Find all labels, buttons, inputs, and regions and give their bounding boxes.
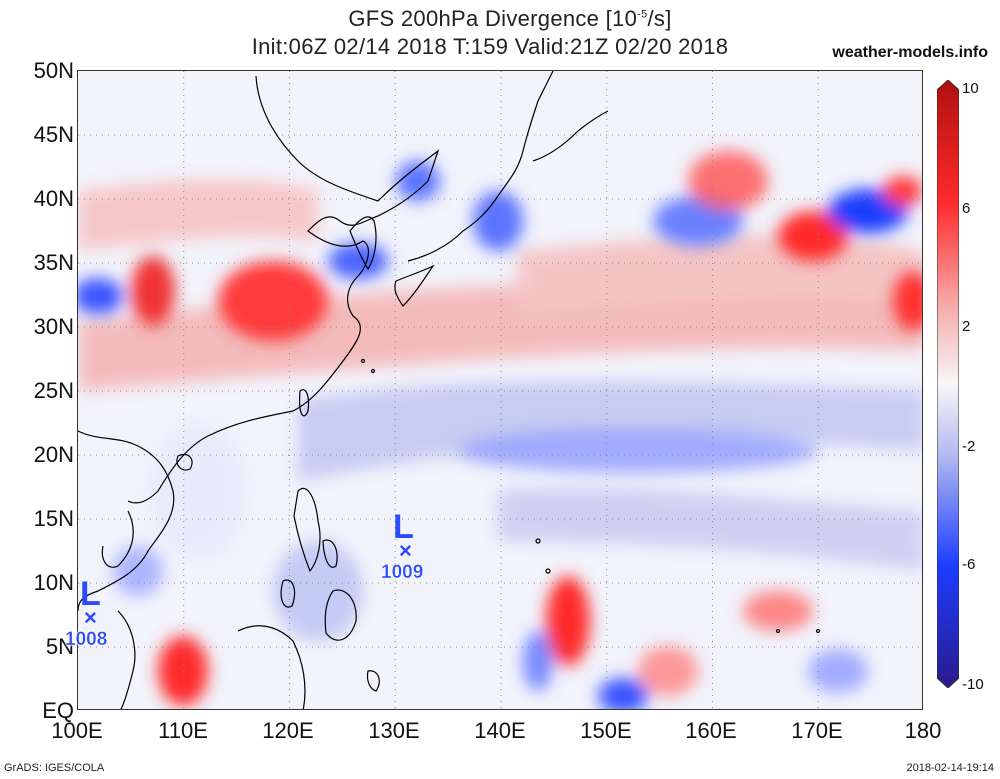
lon-label: 170E (791, 718, 843, 743)
lat-label: 30N (33, 314, 74, 339)
lon-label: 180 (904, 718, 942, 743)
colorbar-tick: -2 (962, 438, 976, 455)
lon-label: 160E (685, 718, 737, 743)
low-pressure-marker: × (399, 538, 412, 563)
coastlines (78, 71, 821, 709)
lat-label: 10N (33, 570, 74, 595)
lat-label: 35N (33, 250, 74, 275)
colorbar-tick: -10 (962, 676, 984, 693)
low-pressure-value: 1009 (381, 562, 424, 583)
lon-label: 130E (368, 718, 420, 743)
lat-label: 40N (33, 186, 74, 211)
low-pressure-letter: L (80, 575, 101, 613)
lon-label: 150E (580, 718, 632, 743)
colorbar-tick: 10 (962, 80, 979, 97)
colorbar-tick: -6 (962, 556, 976, 573)
chart-title: GFS 200hPa Divergence [10-5/s] (348, 6, 672, 31)
colorbar-tick: 2 (962, 318, 971, 335)
lat-label: 50N (33, 58, 74, 83)
low-pressure-marker: × (84, 605, 97, 630)
low-pressure-letter: L (393, 508, 414, 546)
divergence-field (78, 71, 922, 709)
lon-label: 100E (51, 718, 103, 743)
footer-credit: GrADS: IGES/COLA (4, 762, 105, 774)
low-pressure-value: 1008 (65, 629, 108, 650)
site-credit: weather-models.info (832, 44, 988, 61)
divergence-map (77, 70, 923, 710)
colorbar (937, 80, 959, 688)
lat-label: 5N (45, 634, 74, 659)
lon-label: 120E (262, 718, 314, 743)
lat-label: 45N (33, 122, 74, 147)
chart-subtitle: Init:06Z 02/14 2018 T:159 Valid:21Z 02/2… (251, 34, 729, 59)
lat-label: EQ (42, 698, 74, 723)
colorbar-tick: 6 (962, 200, 971, 217)
lat-label: 25N (33, 378, 74, 403)
lon-label: 140E (474, 718, 526, 743)
lat-label: 20N (33, 442, 74, 467)
lon-label: 110E (158, 718, 208, 743)
lat-label: 15N (33, 506, 74, 531)
footer-timestamp: 2018-02-14-19:14 (906, 762, 994, 774)
